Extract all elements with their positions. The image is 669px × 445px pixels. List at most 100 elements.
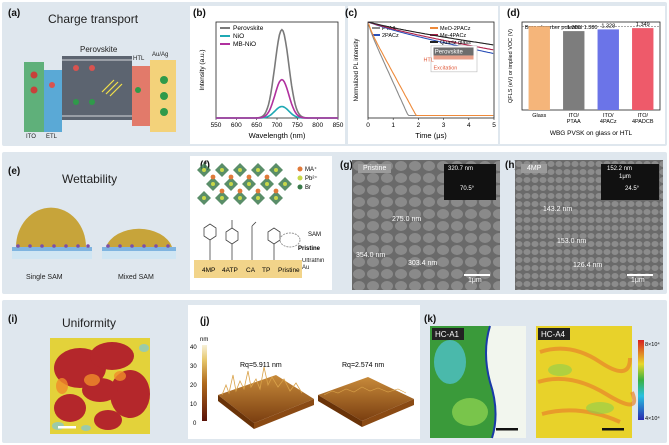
- category-label: 4PACz: [600, 119, 617, 125]
- height-colorbar: [202, 345, 207, 421]
- panel-d-label: (d): [507, 8, 520, 19]
- colorbar-tick: 20: [190, 383, 197, 389]
- colorbar-tick: 10: [190, 402, 197, 408]
- ma-atom: [264, 174, 270, 180]
- map-label-a1-text: HC-A1: [435, 330, 460, 339]
- scale-bar: [496, 428, 518, 431]
- mixed-sam-text: Mixed SAM: [118, 274, 154, 281]
- bar-value-label: 1.300: [567, 25, 581, 31]
- pb-atom: [202, 196, 206, 200]
- x-axis-label: Wavelength (nm): [249, 131, 306, 140]
- sam-text: SAM: [308, 232, 321, 238]
- y-axis-label: Normalized PL intensity: [354, 39, 360, 102]
- inset-perovskite-text: Perovskite: [435, 49, 464, 55]
- measure-2: 354.0 nm: [356, 252, 386, 259]
- sem-image-pristine: Pristine 320.7 nm 70.5° 275.0 nm 354.0 n…: [352, 160, 500, 290]
- scale-bar: [464, 274, 490, 276]
- pb-atom: [220, 196, 224, 200]
- single-droplet: [16, 207, 86, 247]
- band-diagram: Perovskite ITO ETL HTL Au/Ag: [16, 30, 178, 140]
- scale-text: 1μm: [631, 277, 645, 284]
- y-axis-label: QFLS (eV) or implied VOC (V): [508, 29, 514, 103]
- panel-e-label: (e): [8, 166, 21, 177]
- legend-ma: MA⁺: [305, 166, 317, 173]
- sem-image-4mp: 4MP 152.2 nm 1μm 24.5° 143.2 nm 153.0 nm…: [515, 160, 663, 290]
- crystal-structure: MA⁺ Pb²⁺ Br SAM Pristine 4MP 4ATP CA TP …: [194, 163, 324, 278]
- x-tick-label: 600: [231, 122, 242, 129]
- scale-bar: [602, 428, 624, 431]
- panel-h-label: (h): [505, 160, 518, 171]
- au-substrate: [194, 260, 302, 278]
- ma-atom: [219, 188, 225, 194]
- qfls-bar-chart: Bare absorber potential 1.380 Glass 1.300 I…: [508, 21, 661, 137]
- x-tick-label: 750: [292, 122, 303, 129]
- pb-atom: [274, 168, 278, 172]
- legend-label: NiO: [233, 33, 244, 40]
- molecule-ca: CA: [246, 267, 256, 274]
- colorbar-bottom: 4×10⁴: [645, 415, 660, 422]
- molecule-4mp: 4MP: [202, 267, 215, 274]
- inset-htl-text: HTL: [423, 57, 433, 63]
- panel-b-label: (b): [193, 8, 206, 19]
- rq-value-2: Rq=2.574 nm: [342, 362, 384, 369]
- x-tick-label: 550: [211, 122, 222, 129]
- measure-1: 143.2 nm: [543, 206, 573, 213]
- pl-colorbar: [638, 340, 644, 420]
- inset-perovskite-layer: [433, 47, 474, 56]
- x-tick-label: 850: [333, 122, 344, 129]
- inset-measure: 152.2 nm: [607, 166, 633, 172]
- category-label: ITO/: [637, 113, 648, 119]
- single-sam-text: Single SAM: [26, 274, 63, 281]
- sem-tag-4mp: 4MP: [521, 164, 548, 173]
- x-axis-label: Time (μs): [415, 131, 447, 140]
- perovskite-layer: [62, 56, 132, 120]
- ito-text: ITO: [26, 134, 36, 140]
- rq-value-1: Rq=5.911 nm: [240, 362, 282, 369]
- plot-frame: [367, 21, 495, 119]
- htl-text: HTL: [133, 56, 145, 62]
- colorbar-unit: nm: [200, 337, 208, 343]
- pb-atom: [211, 182, 215, 186]
- contact-angle-inset: [601, 164, 659, 200]
- inset-sub: 1μm: [619, 174, 631, 180]
- y-axis-label: Intensity (a.u.): [199, 49, 206, 90]
- pb-atom: [229, 182, 233, 186]
- legend-label: MB-NiO: [233, 41, 256, 48]
- category-label: Glass: [532, 113, 546, 119]
- pb-atom: [238, 168, 242, 172]
- colorbar-tick: 40: [190, 345, 197, 351]
- ma-atom: [246, 174, 252, 180]
- afm-surface-1: [218, 375, 314, 423]
- ma-atom: [210, 174, 216, 180]
- bar-value-label: 1.349: [636, 22, 650, 28]
- series-line-nio: [216, 105, 338, 119]
- htl-layer: [132, 66, 150, 126]
- legend-br: Br: [305, 185, 311, 191]
- scale-bar: [627, 274, 653, 276]
- colorbar-tick: 30: [190, 364, 197, 370]
- x-tick-label: 5: [492, 122, 496, 129]
- measure-3: 303.4 nm: [408, 260, 438, 267]
- legend-pb: Pb²⁺: [305, 175, 318, 182]
- pb-atom: [283, 182, 287, 186]
- x-tick-label: 1: [391, 122, 395, 129]
- inset-htl-layer: [433, 55, 474, 60]
- bar-0: [528, 26, 550, 110]
- bar-value-label: 1.328: [601, 23, 615, 29]
- legend-label: MeO-2PACz: [440, 26, 471, 32]
- x-axis-label: WBG PVSK on glass or HTL: [550, 130, 633, 137]
- pb-atom: [238, 196, 242, 200]
- afm-surface-2: [318, 377, 414, 421]
- x-tick-label: 700: [272, 122, 283, 129]
- bar-1: [563, 31, 585, 111]
- pristine-tag: Pristine: [298, 246, 321, 252]
- panel-e-title: Wettability: [62, 172, 118, 186]
- inset-measure: 320.7 nm: [448, 166, 474, 172]
- category-label: PTAA: [567, 119, 581, 125]
- pb-atom: [265, 182, 269, 186]
- etl-text: ETL: [46, 134, 58, 140]
- panel-j-label: (j): [200, 316, 210, 327]
- category-label: ITO/: [603, 113, 614, 119]
- panel-k-label: (k): [424, 314, 437, 325]
- x-tick-label: 2: [417, 122, 421, 129]
